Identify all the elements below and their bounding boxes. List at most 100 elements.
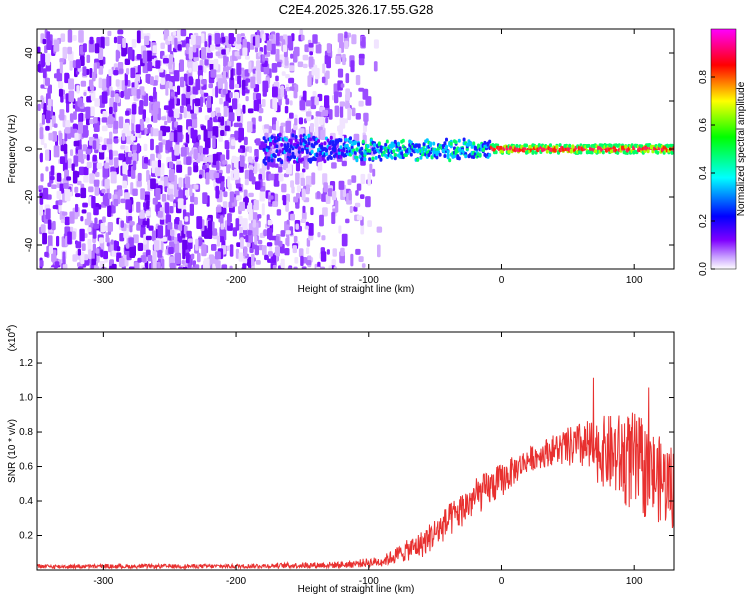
spectrogram-noise-cell xyxy=(278,97,282,106)
snr-x-tick-label: 100 xyxy=(626,576,643,587)
spectrogram-noise-cell xyxy=(258,108,264,114)
spectrogram-signal-cell xyxy=(601,150,605,155)
spectrogram-y-tick-label: -40 xyxy=(24,237,35,252)
spectrogram-noise-cell xyxy=(299,29,304,36)
spectrogram-noise-cell xyxy=(71,163,75,171)
spectrogram-noise-cell xyxy=(337,80,343,91)
spectrogram-signal-cell xyxy=(280,142,284,147)
spectrogram-noise-cell xyxy=(72,60,77,68)
spectrogram-noise-cell xyxy=(221,36,226,43)
spectrogram-noise-cell xyxy=(98,65,104,75)
spectrogram-signal-cell xyxy=(361,139,365,144)
spectrogram-noise-cell xyxy=(252,219,256,228)
spectrogram-noise-cell xyxy=(171,236,175,241)
spectrogram-noise-cell xyxy=(249,169,253,182)
spectrogram-noise-cell xyxy=(338,91,342,98)
snr-y-tick-label: 1.2 xyxy=(19,358,33,369)
spectrogram-noise-cell xyxy=(187,166,192,176)
spectrogram-noise-cell xyxy=(233,122,240,128)
spectrogram-noise-cell xyxy=(186,43,190,55)
spectrogram-noise-cell xyxy=(273,173,280,187)
spectrogram-noise-cell xyxy=(52,205,59,210)
spectrogram-noise-cell xyxy=(301,211,307,220)
spectrogram-noise-cell xyxy=(184,216,189,222)
spectrogram-noise-cell xyxy=(200,33,205,44)
spectrogram-noise-cell xyxy=(124,145,129,153)
spectrogram-signal-cell xyxy=(299,134,303,139)
chart-title: C2E4.2025.326.17.55.G28 xyxy=(279,2,434,17)
spectrogram-noise-cell xyxy=(227,61,232,67)
spectrogram-noise-cell xyxy=(146,50,152,62)
spectrogram-noise-cell xyxy=(98,77,103,89)
spectrogram-y-tick-label: 20 xyxy=(24,95,35,107)
spectrogram-signal-cell xyxy=(494,150,498,155)
spectrogram-noise-cell xyxy=(64,151,68,163)
spectrogram-noise-cell xyxy=(331,212,336,224)
spectrogram-noise-cell xyxy=(125,243,130,249)
spectrogram-signal-cell xyxy=(478,153,482,158)
spectrogram-noise-cell xyxy=(118,257,125,267)
spectrogram-noise-cell xyxy=(347,107,352,121)
spectrogram-signal-cell xyxy=(328,146,332,151)
spectrogram-noise-cell xyxy=(266,242,273,247)
spectrogram-noise-cell xyxy=(59,156,65,164)
spectrogram-noise-cell xyxy=(281,183,287,193)
spectrogram-noise-cell xyxy=(113,101,118,113)
spectrogram-noise-cell xyxy=(360,173,366,185)
spectrogram-noise-cell xyxy=(103,250,108,260)
spectrogram-noise-cell xyxy=(86,154,90,161)
spectrogram-noise-cell xyxy=(193,196,198,205)
spectrogram-noise-cell xyxy=(79,228,85,242)
spectrogram-noise-cell xyxy=(104,179,110,189)
spectrogram-x-tick-label: 0 xyxy=(499,275,505,286)
spectrogram-noise-cell xyxy=(116,246,121,252)
spectrogram-noise-cell xyxy=(356,183,362,191)
spectrogram-noise-cell xyxy=(114,138,119,144)
spectrogram-noise-cell xyxy=(176,164,183,173)
spectrogram-noise-cell xyxy=(136,224,141,231)
spectrogram-signal-cell xyxy=(555,145,559,149)
spectrogram-signal-cell xyxy=(464,154,468,159)
spectrogram-noise-cell xyxy=(278,173,284,182)
spectrogram-noise-cell xyxy=(303,118,307,124)
spectrogram-noise-cell xyxy=(139,100,144,111)
spectrogram-signal-cell xyxy=(280,160,284,165)
spectrogram-noise-cell xyxy=(242,104,246,114)
spectrogram-noise-cell xyxy=(39,122,43,128)
spectrogram-noise-cell xyxy=(145,73,151,83)
spectrogram-noise-cell xyxy=(173,129,178,143)
spectrogram-signal-cell xyxy=(398,146,402,151)
snr-x-label: Height of straight line (km) xyxy=(298,584,415,595)
spectrogram-signal-cell xyxy=(443,154,447,158)
spectrogram-noise-cell xyxy=(45,166,49,172)
spectrogram-noise-cell xyxy=(345,88,350,101)
spectrogram-noise-cell xyxy=(153,128,159,137)
spectrogram-noise-cell xyxy=(300,177,305,186)
spectrogram-noise-cell xyxy=(344,118,348,124)
spectrogram-noise-cell xyxy=(46,53,51,66)
spectrogram-noise-cell xyxy=(270,43,276,55)
spectrogram-noise-cell xyxy=(215,185,220,199)
spectrogram-noise-cell xyxy=(234,83,240,89)
spectrogram-signal-cell xyxy=(408,149,412,154)
spectrogram-noise-cell xyxy=(262,33,266,42)
spectrogram-noise-cell xyxy=(295,223,299,230)
spectrogram-noise-cell xyxy=(187,61,194,69)
spectrogram-noise-cell xyxy=(284,56,289,66)
spectrogram-noise-cell xyxy=(190,127,194,139)
spectrogram-noise-cell xyxy=(110,171,117,184)
spectrogram-noise-cell xyxy=(284,248,290,256)
spectrogram-signal-cell xyxy=(590,150,594,155)
spectrogram-noise-cell xyxy=(110,90,115,98)
spectrogram-noise-cell xyxy=(131,111,136,124)
spectrogram-noise-cell xyxy=(177,44,182,51)
spectrogram-noise-cell xyxy=(289,65,295,72)
spectrogram-noise-cell xyxy=(174,37,178,49)
spectrogram-signal-cell xyxy=(453,154,456,159)
spectrogram-noise-cell xyxy=(67,29,73,43)
spectrogram-noise-cell xyxy=(106,242,110,247)
spectrogram-noise-cell xyxy=(215,206,222,213)
spectrogram-noise-cell xyxy=(218,116,222,123)
spectrogram-heatmap xyxy=(37,29,674,269)
spectrogram-signal-cell xyxy=(339,145,343,150)
